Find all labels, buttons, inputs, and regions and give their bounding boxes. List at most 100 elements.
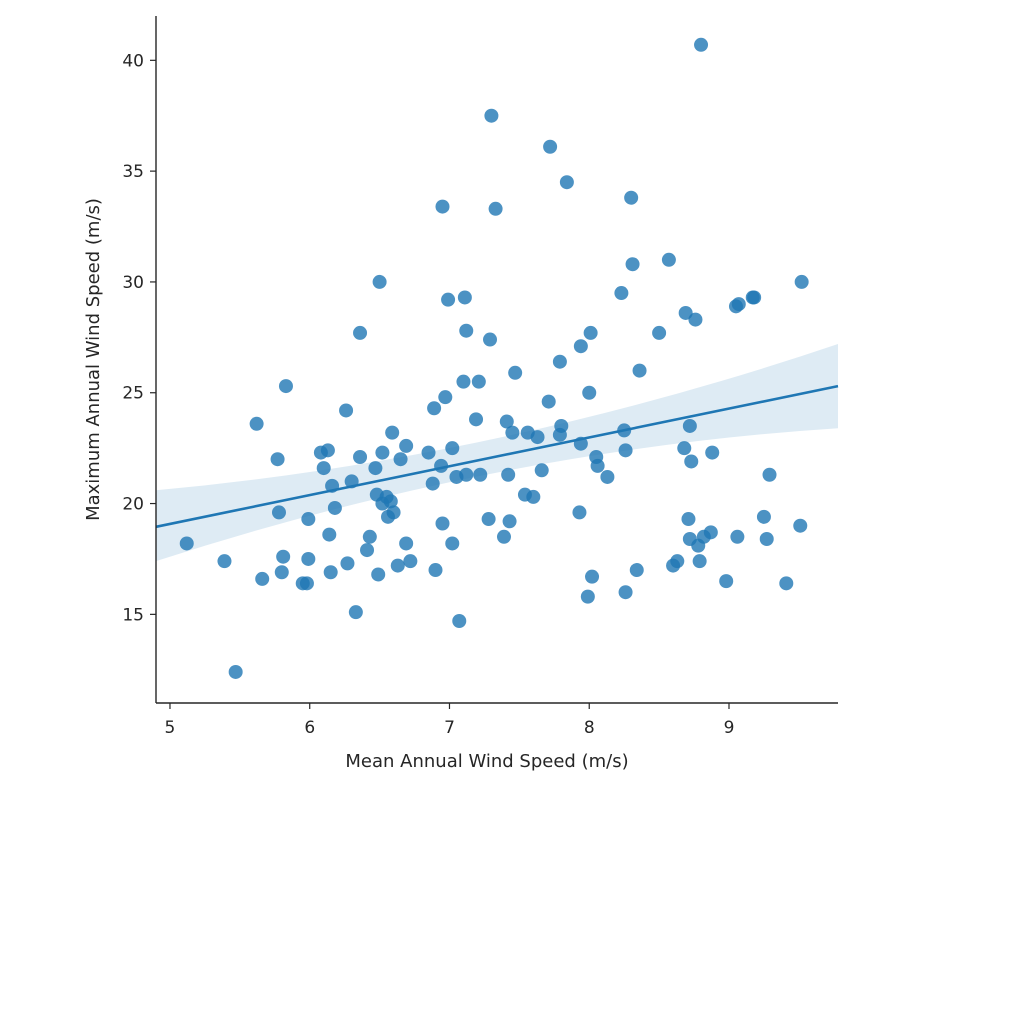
data-point <box>580 589 595 604</box>
data-point <box>322 527 337 542</box>
data-point <box>505 425 520 440</box>
data-point <box>670 554 685 569</box>
data-point <box>228 664 243 679</box>
data-point <box>459 323 474 338</box>
data-point <box>445 441 460 456</box>
data-point <box>678 305 693 320</box>
data-point <box>705 445 720 460</box>
y-tick-label: 25 <box>122 384 144 404</box>
data-point <box>624 190 639 205</box>
data-point <box>499 414 514 429</box>
data-point <box>383 494 398 509</box>
data-point <box>484 108 499 123</box>
data-point <box>386 505 401 520</box>
data-point <box>572 505 587 520</box>
data-point <box>682 418 697 433</box>
data-point <box>393 452 408 467</box>
data-point <box>552 354 567 369</box>
data-point <box>435 199 450 214</box>
x-tick-label: 8 <box>584 718 595 738</box>
data-point <box>372 274 387 289</box>
data-point <box>274 565 289 580</box>
data-point <box>759 532 774 547</box>
data-point <box>339 403 354 418</box>
data-point <box>552 427 567 442</box>
data-point <box>390 558 405 573</box>
data-point <box>270 452 285 467</box>
x-tick-label: 7 <box>444 718 455 738</box>
x-tick-label: 6 <box>304 718 315 738</box>
data-point <box>327 500 342 515</box>
data-point <box>794 274 809 289</box>
data-point <box>793 518 808 533</box>
data-point <box>427 401 442 416</box>
y-tick-label: 35 <box>122 162 144 182</box>
data-point <box>688 312 703 327</box>
data-point <box>629 563 644 578</box>
data-point <box>375 445 390 460</box>
data-point <box>457 290 472 305</box>
data-point <box>779 576 794 591</box>
data-point <box>684 454 699 469</box>
data-point <box>362 529 377 544</box>
data-point <box>614 286 629 301</box>
data-point <box>403 554 418 569</box>
data-point <box>703 525 718 540</box>
data-point <box>271 505 286 520</box>
data-point <box>731 297 746 312</box>
x-tick-label: 9 <box>724 718 735 738</box>
data-point <box>719 574 734 589</box>
data-point <box>255 571 270 586</box>
data-point <box>618 585 633 600</box>
data-point <box>456 374 471 389</box>
data-point <box>348 605 363 620</box>
data-point <box>320 443 335 458</box>
y-tick-label: 40 <box>122 51 144 71</box>
data-point <box>425 476 440 491</box>
data-point <box>677 441 692 456</box>
data-point <box>559 175 574 190</box>
data-point <box>661 252 676 267</box>
data-point <box>323 565 338 580</box>
data-point <box>762 467 777 482</box>
data-point <box>360 543 375 558</box>
data-point <box>501 467 516 482</box>
y-tick-label: 15 <box>122 605 144 625</box>
data-point <box>353 325 368 340</box>
data-point <box>301 551 316 566</box>
data-point <box>316 461 331 476</box>
data-point <box>438 390 453 405</box>
data-point <box>217 554 232 569</box>
data-point <box>694 37 709 52</box>
data-point <box>681 512 696 527</box>
x-axis-ticks: 5 6 7 8 9 <box>165 703 735 738</box>
data-point <box>428 563 443 578</box>
data-point <box>502 514 517 529</box>
confidence-band <box>156 343 838 562</box>
data-point <box>590 458 605 473</box>
y-tick-label: 20 <box>122 495 144 515</box>
data-point <box>543 139 558 154</box>
data-point <box>730 529 745 544</box>
data-point <box>179 536 194 551</box>
data-point <box>583 325 598 340</box>
data-point <box>421 445 436 460</box>
x-axis-label: Mean Annual Wind Speed (m/s) <box>345 751 628 772</box>
data-point <box>340 556 355 571</box>
data-point <box>530 430 545 445</box>
data-point <box>691 538 706 553</box>
data-point <box>471 374 486 389</box>
data-point <box>692 554 707 569</box>
data-point <box>435 516 450 531</box>
data-point <box>276 549 291 564</box>
y-axis-ticks: 15 20 25 30 35 40 <box>122 51 156 625</box>
x-tick-label: 5 <box>165 718 176 738</box>
y-tick-label: 30 <box>122 273 144 293</box>
regression-line <box>155 384 839 529</box>
data-point <box>353 450 368 465</box>
data-point <box>541 394 556 409</box>
plot-area <box>155 37 839 679</box>
data-point <box>652 325 667 340</box>
data-point <box>441 292 456 307</box>
